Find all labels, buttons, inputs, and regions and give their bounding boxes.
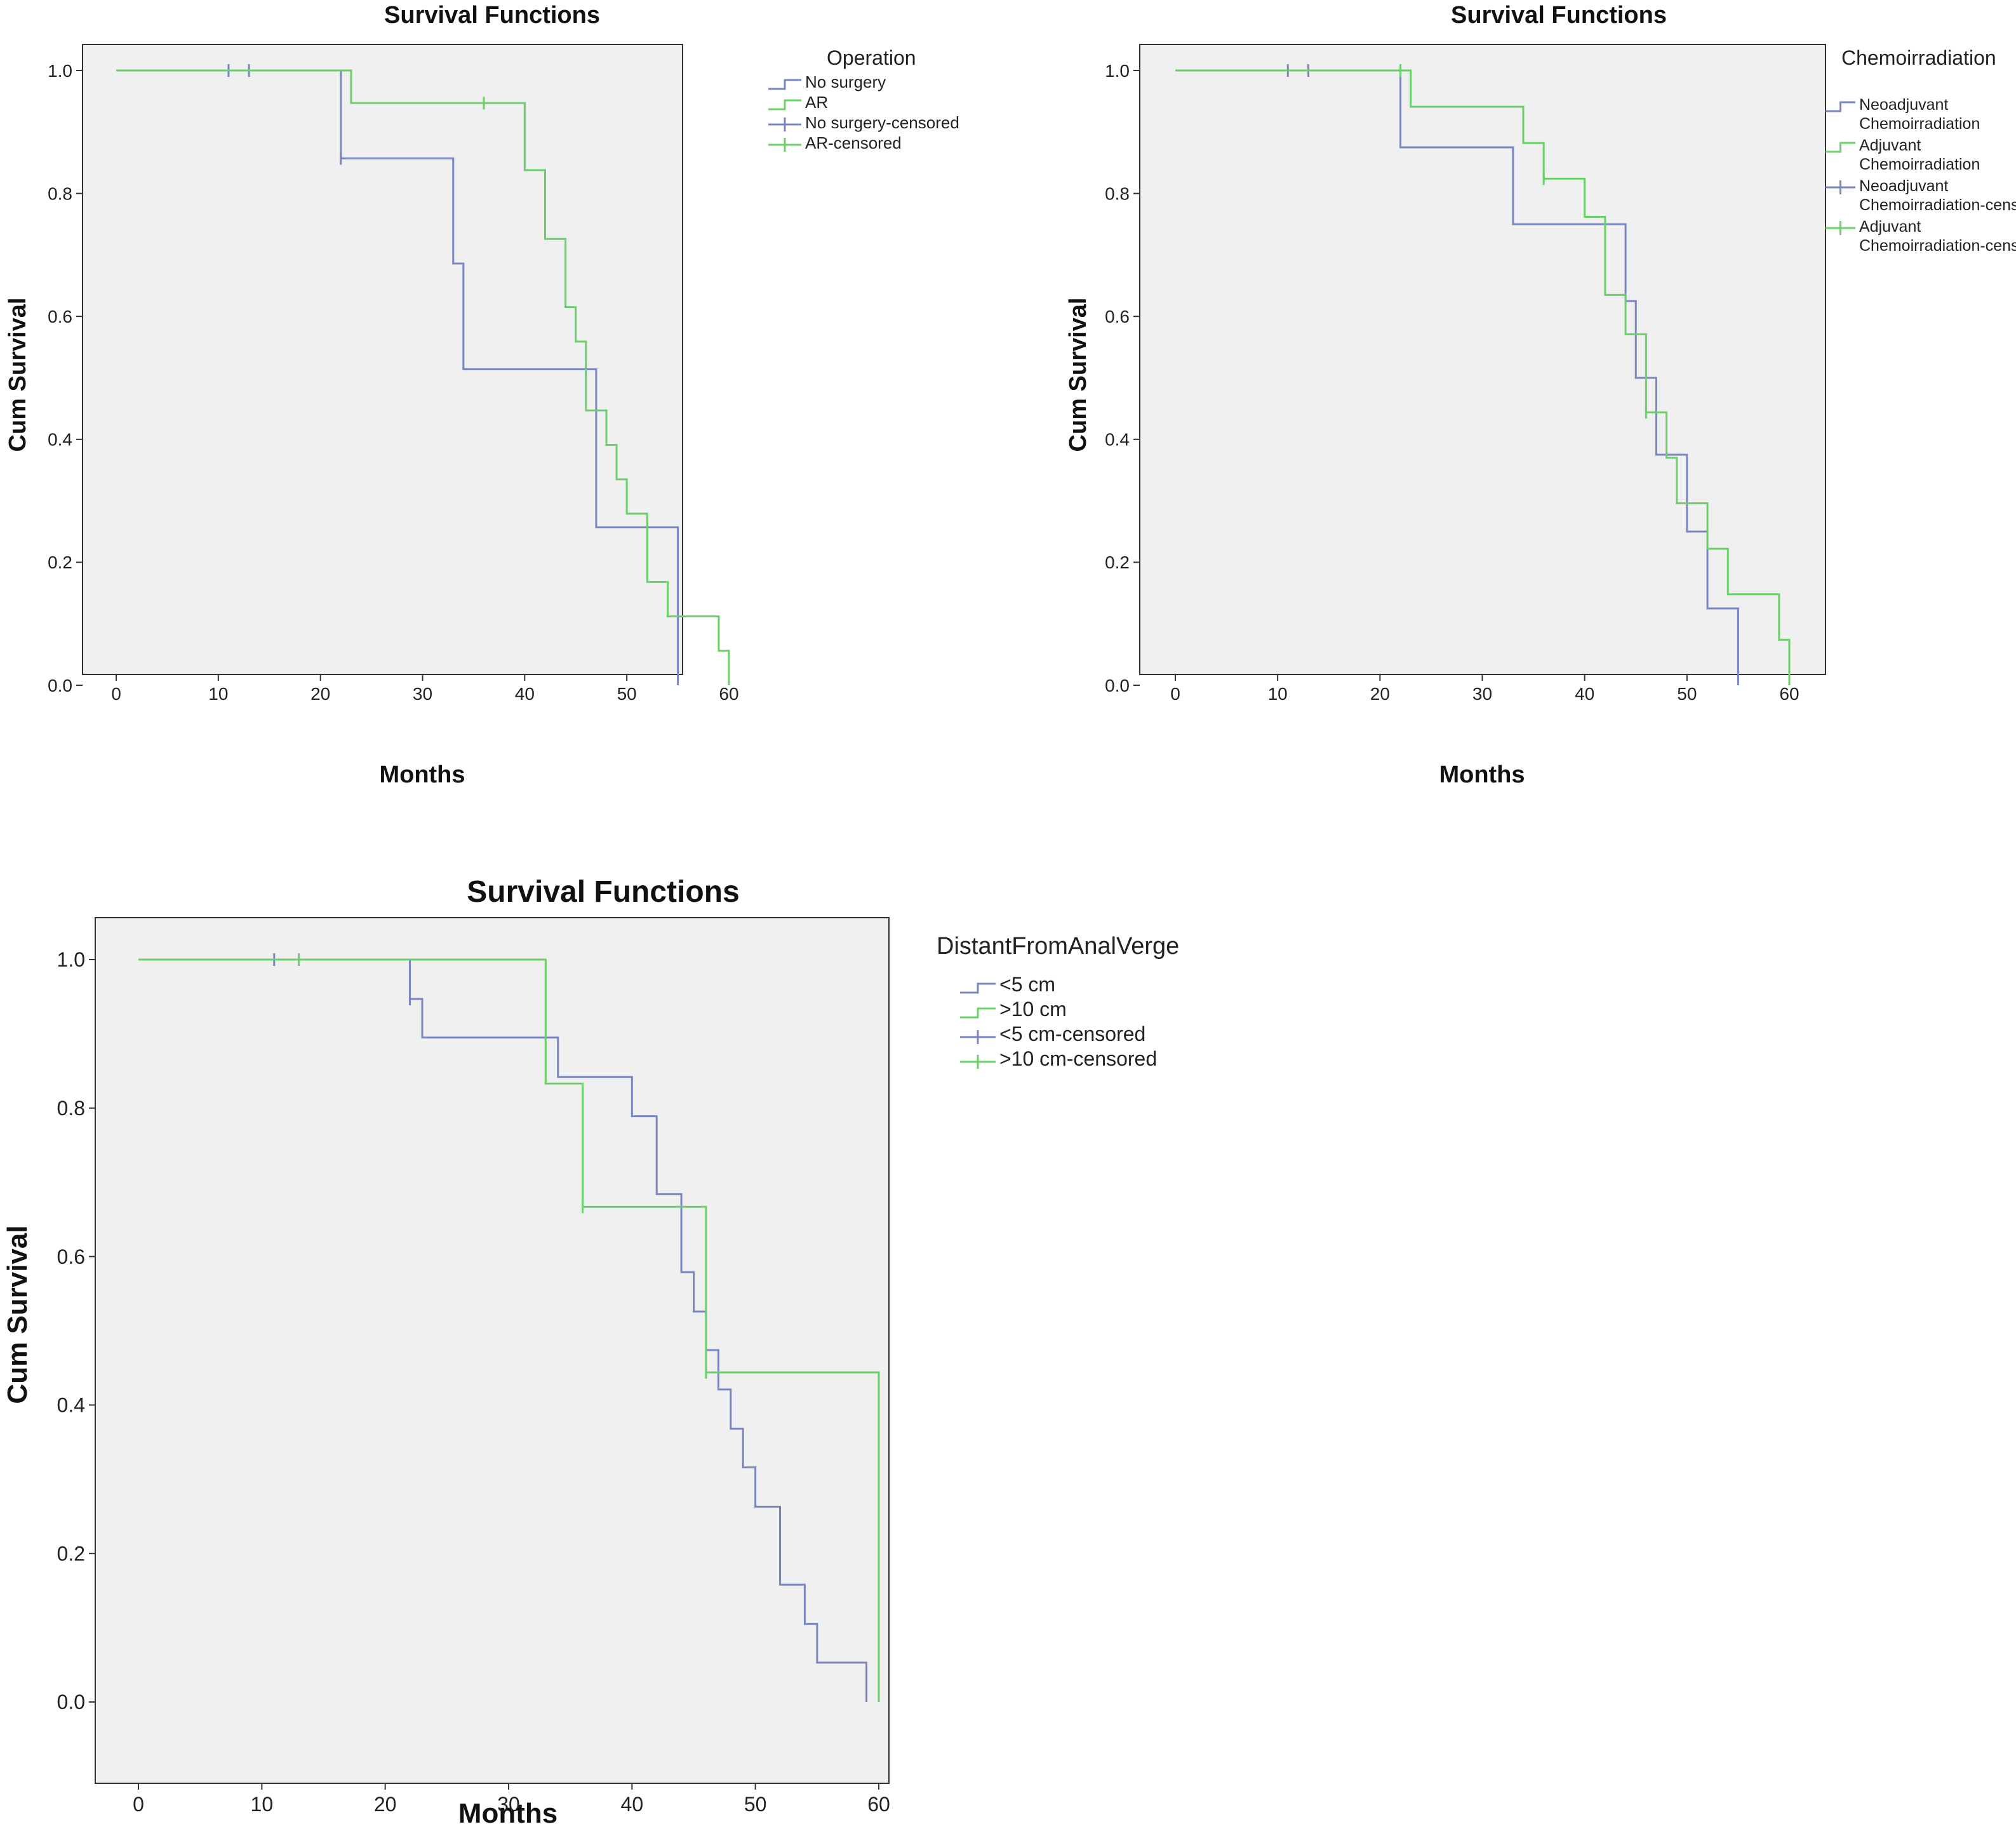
x-tick-label: 50 [1677, 684, 1697, 704]
y-tick-label: 0.4 [1105, 430, 1130, 450]
x-tick-label: 40 [1575, 684, 1594, 704]
y-axis-label: Cum Survival [4, 298, 31, 452]
survival-chart-distance-from-anal-verge: Survival Functions Cum Survival Months D… [2, 875, 1179, 1829]
y-tick-label: 1.0 [48, 61, 72, 81]
series-line-green [116, 69, 730, 685]
x-tick-label: 20 [1370, 684, 1390, 704]
legend-entry: AR-censored [805, 133, 902, 152]
y-tick-label: 1.0 [1105, 61, 1130, 81]
legend-entry: No surgery [805, 72, 886, 91]
y-tick-label: 0.0 [57, 1691, 85, 1713]
legend-swatch [960, 1007, 996, 1019]
legend-entry: Neoadjuvant Chemoirradiation [1859, 96, 1980, 133]
chart-title: Survival Functions [1451, 2, 1667, 29]
y-tick-label: 0.0 [1105, 676, 1130, 695]
x-tick-label: 30 [413, 684, 432, 704]
x-tick-label: 40 [621, 1793, 644, 1816]
legend-swatch [768, 79, 801, 90]
survival-chart-chemoirradiation: Survival Functions Cum Survival Months C… [1065, 2, 2016, 788]
legend-title: Chemoirradiation [1841, 46, 1996, 69]
y-tick-label: 0.4 [48, 430, 72, 450]
x-tick-label: 20 [374, 1793, 397, 1816]
x-axis-label: Months [1439, 761, 1525, 788]
y-tick-label: 0.2 [1105, 553, 1130, 572]
y-tick-label: 0.2 [48, 553, 72, 572]
series-line-green [1175, 69, 1791, 685]
x-tick-label: 30 [497, 1793, 520, 1816]
legend-title: Operation [827, 46, 916, 69]
legend-swatch [960, 982, 996, 994]
y-tick-label: 0.8 [57, 1097, 85, 1120]
x-tick-label: 60 [1779, 684, 1799, 704]
y-tick-label: 0.2 [57, 1542, 85, 1565]
legend-entry: <5 cm [999, 973, 1055, 996]
x-tick-label: 10 [208, 684, 228, 704]
chart-title: Survival Functions [467, 875, 739, 909]
x-tick-label: 0 [111, 684, 121, 704]
legend-swatch [768, 99, 801, 111]
plot-area [1139, 44, 1826, 675]
chart-title: Survival Functions [384, 2, 600, 29]
x-tick-label: 50 [744, 1793, 767, 1816]
y-axis-label: Cum Survival [1065, 298, 1091, 452]
legend-entry: No surgery-censored [805, 113, 959, 132]
legend-entry: Adjuvant Chemoirradiation [1859, 137, 1980, 173]
x-tick-label: 60 [719, 684, 738, 704]
x-tick-label: 50 [617, 684, 637, 704]
x-tick-label: 20 [310, 684, 330, 704]
x-tick-label: 30 [1472, 684, 1492, 704]
legend-title: DistantFromAnalVerge [937, 933, 1179, 960]
survival-chart-operation: Survival Functions Cum Survival Months O… [4, 2, 959, 788]
legend-swatch [1826, 142, 1855, 153]
legend-entry: >10 cm [999, 998, 1067, 1021]
y-tick-label: 1.0 [57, 948, 85, 971]
x-tick-label: 60 [867, 1793, 890, 1816]
legend-entry: AR [805, 93, 828, 112]
plot-area [95, 917, 890, 1784]
plot-area [82, 44, 683, 675]
y-axis-label: Cum Survival [2, 1225, 33, 1404]
x-tick-label: 40 [515, 684, 535, 704]
x-axis-label: Months [458, 1798, 557, 1829]
y-tick-label: 0.8 [1105, 184, 1130, 203]
legend-swatch [1826, 101, 1855, 112]
series-line-blue [116, 69, 679, 685]
x-tick-label: 0 [1170, 684, 1180, 704]
x-tick-label: 10 [1268, 684, 1288, 704]
y-tick-label: 0.8 [48, 184, 72, 203]
x-tick-label: 10 [251, 1793, 274, 1816]
series-line-blue [1175, 69, 1739, 685]
y-tick-label: 0.0 [48, 676, 72, 695]
x-tick-label: 0 [133, 1793, 144, 1816]
legend-entry: >10 cm-censored [999, 1047, 1157, 1070]
y-tick-label: 0.6 [48, 307, 72, 326]
y-tick-label: 0.6 [1105, 307, 1130, 326]
x-axis-label: Months [379, 761, 465, 788]
y-tick-label: 0.6 [57, 1245, 85, 1268]
y-tick-label: 0.4 [57, 1394, 85, 1417]
legend-entry: <5 cm-censored [999, 1022, 1145, 1045]
